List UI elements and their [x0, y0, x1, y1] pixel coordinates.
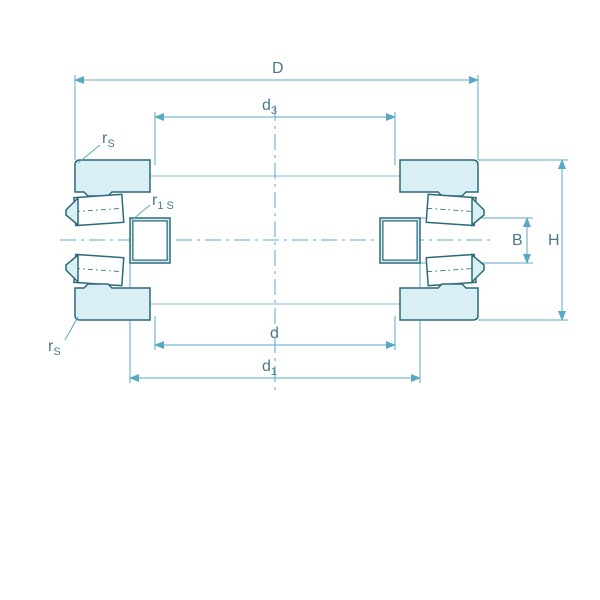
- label-rs-bot: rS: [48, 338, 61, 358]
- diagram-svg: [0, 0, 600, 600]
- label-d1: d1: [262, 358, 277, 378]
- label-D: D: [272, 60, 284, 78]
- label-r1s: r1 S: [152, 192, 174, 212]
- bot-race-left: [75, 284, 150, 320]
- bearing-diagram: D d3 d d1 H B rS rS r1 S: [0, 0, 600, 600]
- label-d: d: [270, 325, 279, 343]
- label-H: H: [548, 232, 560, 250]
- bot-race-right: [400, 284, 478, 320]
- top-race-left: [75, 160, 150, 196]
- top-race-right: [400, 160, 478, 196]
- label-d3: d3: [262, 97, 277, 117]
- label-B: B: [512, 232, 523, 250]
- label-rs-top: rS: [102, 130, 115, 150]
